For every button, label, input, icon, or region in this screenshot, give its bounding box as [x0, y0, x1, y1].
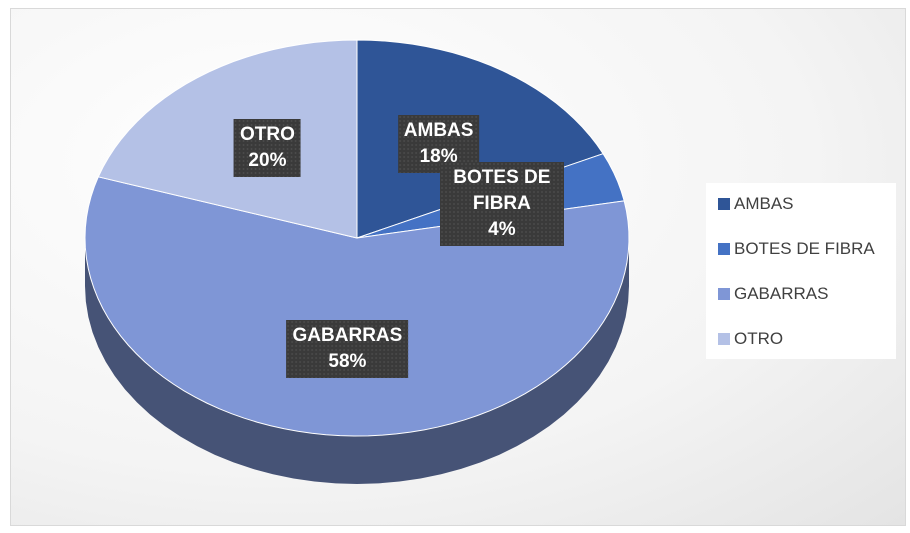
data-label: BOTES DE FIBRA 4% [439, 161, 564, 246]
legend-label: OTRO [734, 329, 784, 348]
data-label-name: AMBAS [403, 120, 474, 142]
data-label: GABARRAS 58% [286, 319, 409, 378]
data-label: AMBAS 18% [397, 115, 480, 174]
legend-swatch [718, 333, 730, 345]
legend-item: AMBAS [718, 194, 794, 214]
data-label-name: OTRO [240, 124, 295, 146]
data-label-name: GABARRAS [292, 324, 403, 346]
legend-swatch [718, 288, 730, 300]
data-label: OTRO 20% [234, 119, 301, 178]
legend-label: BOTES DE FIBRA [734, 239, 875, 258]
legend-item: BOTES DE FIBRA [718, 239, 875, 259]
data-label-value: 4% [488, 218, 516, 240]
data-label-name: BOTES DE FIBRA [453, 166, 551, 214]
legend-swatch [718, 243, 730, 255]
legend-item: OTRO [718, 329, 783, 349]
slice-side [85, 238, 629, 484]
legend-item: GABARRAS [718, 284, 828, 304]
slice [97, 39, 358, 239]
legend-label: AMBAS [734, 194, 794, 213]
legend: AMBAS BOTES DE FIBRA GABARRAS OTRO [706, 183, 896, 359]
legend-label: GABARRAS [734, 284, 829, 303]
legend-swatch [718, 198, 730, 210]
data-label-value: 20% [248, 150, 287, 172]
slice [356, 39, 604, 239]
data-label-value: 58% [328, 350, 367, 372]
